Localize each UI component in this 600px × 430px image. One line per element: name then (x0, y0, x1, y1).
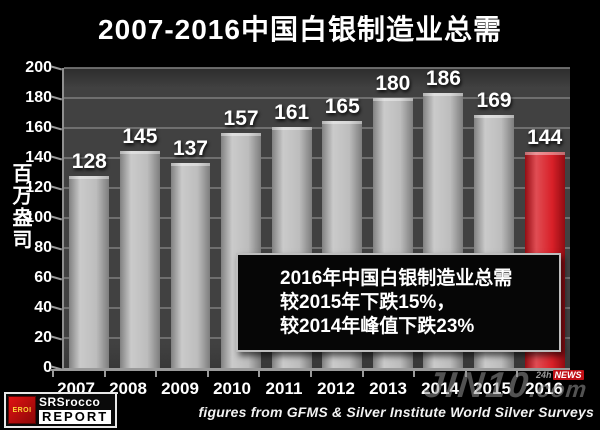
bar-value-label: 180 (375, 72, 411, 95)
y-tick-mark (50, 335, 63, 341)
y-tick-label: 140 (25, 149, 52, 166)
x-tick-mark (258, 370, 261, 377)
year-label: 2015 (473, 379, 511, 398)
x-tick-mark (516, 370, 519, 377)
eroi-icon-label: EROI (12, 406, 32, 414)
annotation-line: 较2015年下跌15%， (280, 292, 456, 313)
y-tick-mark (50, 65, 63, 71)
logo-line-report: REPORT (39, 410, 112, 424)
grid-line (64, 157, 570, 159)
bar-value-label: 128 (71, 150, 107, 173)
y-tick-mark (50, 95, 63, 101)
y-tick-mark (50, 185, 63, 191)
y-tick-label: 100 (25, 209, 52, 226)
y-tick-mark (50, 215, 63, 221)
year-label: 2012 (317, 379, 355, 398)
bar-value-label: 161 (274, 100, 310, 124)
x-axis (50, 369, 570, 378)
y-tick-label: 160 (25, 119, 52, 136)
x-tick-mark (464, 370, 467, 377)
bar-value-label: 137 (172, 136, 208, 160)
bar-2009 (170, 162, 211, 368)
year-label: 2013 (369, 379, 407, 398)
annotation-line: 较2014年峰值下跌23% (280, 316, 475, 337)
bar-2007 (69, 176, 110, 368)
bar-column: 145 (115, 68, 166, 368)
y-tick-label: 40 (34, 299, 52, 316)
y-tick-mark (50, 245, 63, 251)
y-tick-label: 200 (25, 59, 52, 76)
x-tick-mark (206, 370, 209, 377)
x-axis-labels: 2007 2008 2009 2010 2011 2012 2013 2014 2015 2016 (50, 379, 570, 399)
year-label: 2014 (421, 379, 459, 398)
year-label: 2009 (161, 379, 199, 398)
x-tick-mark (52, 370, 54, 377)
y-tick-mark (50, 305, 63, 311)
grid-line (64, 187, 570, 189)
x-tick-mark (568, 370, 570, 377)
x-tick-mark (103, 370, 106, 377)
y-tick-label: 20 (34, 329, 52, 346)
bar-value-label: 165 (324, 94, 360, 118)
bar-column: 137 (165, 68, 216, 368)
chart-title: 2007-2016中国白银制造业总需 (98, 14, 502, 45)
y-tick-mark (50, 275, 63, 281)
year-label: 2016 (525, 379, 563, 398)
y-tick-mark (50, 125, 63, 131)
y-tick-label: 0 (43, 359, 52, 376)
y-axis-title: 百万盎司 (9, 163, 31, 251)
x-tick-mark (361, 370, 364, 377)
logo-line-srsrocco: SRSrocco (39, 395, 101, 409)
srsrocco-report-logo: EROI SRSrocco REPORT (4, 392, 118, 428)
annotation-line: 2016年中国白银制造业总需 (280, 268, 513, 289)
grid-line (64, 127, 570, 129)
y-axis: 0 20 40 60 80 100 120 140 160 180 200 (0, 0, 63, 430)
grid-line (64, 217, 570, 219)
bar-value-label: 144 (527, 126, 563, 149)
eroi-icon: EROI (8, 396, 36, 424)
y-tick-label: 180 (25, 89, 52, 106)
y-tick-label: 80 (34, 239, 52, 256)
x-tick-mark (310, 370, 312, 377)
bar-value-label: 169 (476, 88, 512, 112)
year-label: 2008 (109, 379, 147, 398)
logo-text: SRSrocco REPORT (39, 395, 112, 424)
source-caption: figures from GFMS & Silver Institute Wor… (198, 404, 594, 420)
grid-line (64, 67, 570, 69)
y-tick-label: 60 (34, 269, 52, 286)
bar-value-label: 186 (425, 67, 461, 90)
x-tick-mark (155, 370, 158, 377)
annotation-box: 2016年中国白银制造业总需 较2015年下跌15%， 较2014年峰值下跌23… (236, 253, 561, 352)
bar-value-label: 157 (223, 106, 259, 130)
bar-column: 128 (64, 68, 115, 368)
x-tick-mark (413, 370, 416, 377)
bar-2008 (119, 150, 160, 368)
y-tick-label: 120 (25, 179, 52, 196)
bar-value-label: 145 (122, 124, 158, 148)
year-label: 2010 (213, 379, 251, 398)
y-tick-mark (50, 155, 63, 161)
grid-line (64, 97, 570, 99)
year-label: 2011 (265, 379, 303, 398)
grid-line (64, 247, 570, 249)
